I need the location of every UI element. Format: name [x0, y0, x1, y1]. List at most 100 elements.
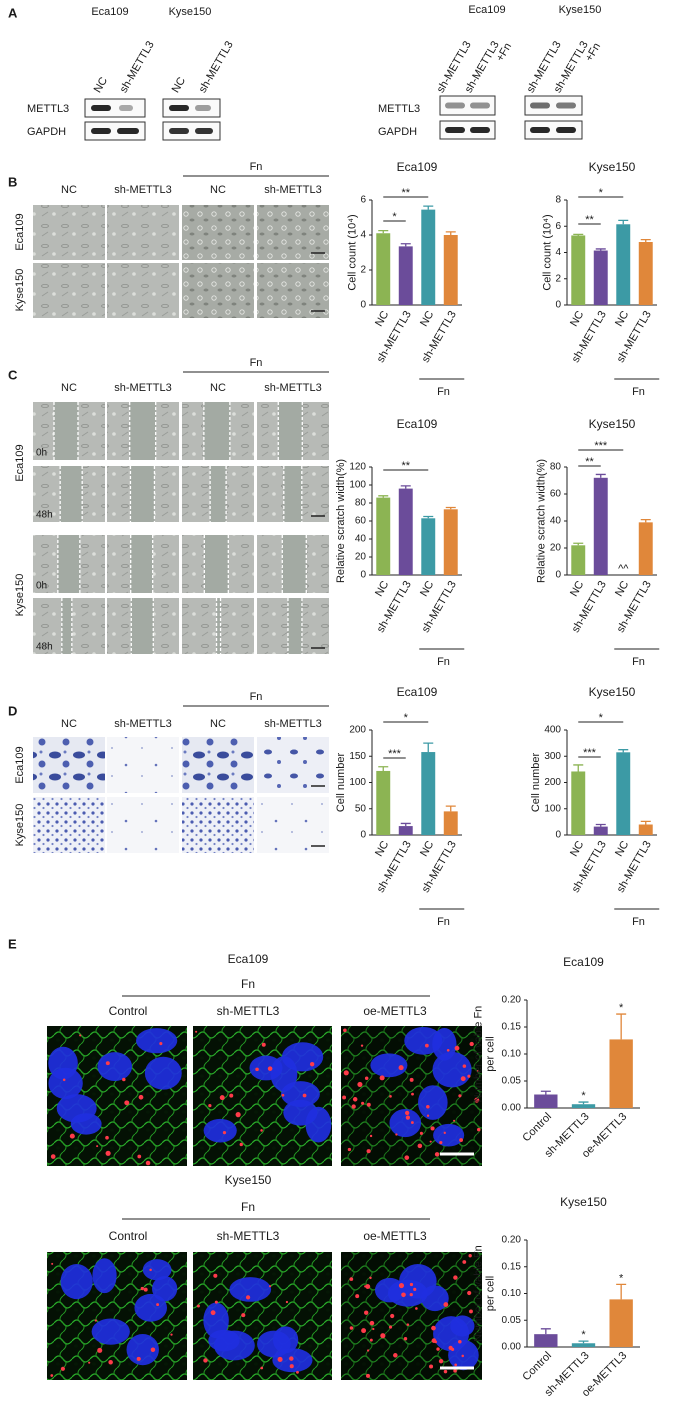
fn-dot	[364, 1285, 367, 1288]
y-tick-label: 0.00	[502, 1342, 522, 1353]
fn-dot	[458, 1094, 462, 1098]
cell-line: Eca109	[91, 6, 128, 18]
x-tick-label: NC	[568, 839, 586, 859]
treatment-label: Fn	[250, 357, 263, 369]
y-axis-label: Relative scratch width(%)	[536, 459, 548, 583]
fn-dot	[462, 1064, 467, 1068]
micrograph	[257, 797, 329, 853]
fn-dot	[367, 1349, 370, 1352]
fn-dot	[468, 1254, 472, 1258]
scratch-gap	[60, 466, 83, 522]
significance-label: *	[619, 1272, 624, 1284]
panel-label: D	[8, 703, 17, 718]
fn-dot	[369, 1338, 373, 1342]
column-label: NC	[61, 184, 77, 196]
group-label: Fn	[437, 656, 450, 668]
error-bar	[640, 820, 651, 825]
bar	[421, 518, 436, 575]
bar	[593, 250, 608, 305]
x-tick-label: NC	[613, 579, 631, 599]
fn-dot	[361, 1101, 365, 1105]
fn-dot	[415, 1307, 418, 1310]
fn-dot	[429, 1140, 432, 1143]
bar	[376, 233, 391, 305]
fn-dot	[364, 1310, 369, 1315]
fn-dot	[352, 1097, 358, 1102]
blot-band	[470, 127, 490, 133]
y-tick-label: 0	[360, 300, 366, 311]
fn-dot	[409, 1292, 413, 1297]
fn-dot	[454, 1363, 458, 1367]
fn-dot	[235, 1112, 241, 1118]
bar	[398, 246, 413, 305]
chart-title: Eca109	[563, 955, 604, 969]
fn-dot	[443, 1131, 446, 1134]
fn-dot	[122, 1077, 126, 1082]
error-bar	[616, 1283, 627, 1300]
fn-dot	[302, 1093, 307, 1098]
fn-dot	[404, 1110, 410, 1116]
error-bar	[573, 542, 584, 546]
fn-dot	[268, 1285, 272, 1288]
fn-dot	[398, 1065, 404, 1071]
fn-dot	[79, 1034, 82, 1037]
x-tick-label: NC	[418, 309, 436, 329]
error-bar	[578, 1340, 589, 1344]
fn-dot	[406, 1323, 410, 1326]
error-bar	[400, 243, 411, 247]
bar	[593, 477, 608, 575]
error-bar	[595, 823, 606, 827]
fn-dot	[469, 1041, 474, 1047]
fn-dot	[145, 1160, 151, 1166]
blot	[162, 121, 221, 141]
column-label: sh-METTL3	[264, 184, 321, 196]
fn-dot	[436, 1347, 440, 1351]
group-label: Fn	[632, 386, 645, 398]
y-tick-label: 200	[349, 725, 366, 736]
column-label: NC	[61, 718, 77, 730]
fn-dot	[467, 1074, 471, 1078]
error-bar	[595, 248, 606, 251]
blot	[84, 98, 146, 118]
fn-dot	[369, 1320, 375, 1326]
blot-band	[556, 127, 576, 133]
treatment-label: Fn	[241, 1200, 255, 1214]
fn-dot	[476, 1069, 480, 1073]
cell-line: Kyse150	[559, 4, 602, 16]
fn-dot	[285, 1300, 289, 1304]
y-tick-label: 80	[550, 462, 562, 473]
y-tick-label: 0.20	[502, 1235, 522, 1246]
group-label: Fn	[437, 386, 450, 398]
group-title: Kyse150	[225, 1173, 272, 1187]
error-bar	[616, 1013, 627, 1040]
fn-dot	[239, 1142, 243, 1147]
fn-dot	[124, 1100, 130, 1106]
fn-dot	[241, 1313, 246, 1318]
blot	[524, 120, 583, 140]
fn-dot	[156, 1303, 160, 1307]
scratch-gap	[204, 535, 229, 593]
scratch-gap	[61, 598, 72, 654]
fn-dot	[458, 1339, 462, 1344]
micrograph	[182, 797, 254, 853]
y-axis-label: Cell number	[335, 753, 347, 813]
error-bar	[400, 485, 411, 489]
error-bar	[378, 495, 389, 498]
fn-dot	[208, 1104, 212, 1108]
nucleus	[270, 1056, 298, 1092]
group-title: Eca109	[228, 952, 269, 966]
fn-dot	[453, 1369, 457, 1373]
bar	[534, 1334, 558, 1347]
fn-dot	[347, 1147, 352, 1152]
y-axis-label: Cell count (10⁴)	[346, 214, 358, 290]
fn-dot	[467, 1290, 472, 1296]
column-label: sh-METTL3	[217, 1229, 280, 1243]
y-tick-label: 0	[555, 570, 561, 581]
nucleus	[433, 1123, 465, 1147]
scratch-gap	[283, 466, 302, 522]
bar	[376, 770, 391, 835]
x-tick-label: NC	[613, 309, 631, 329]
fn-dot	[97, 1347, 103, 1353]
column-label: sh-METTL3	[114, 184, 171, 196]
nucleus	[370, 1053, 408, 1078]
